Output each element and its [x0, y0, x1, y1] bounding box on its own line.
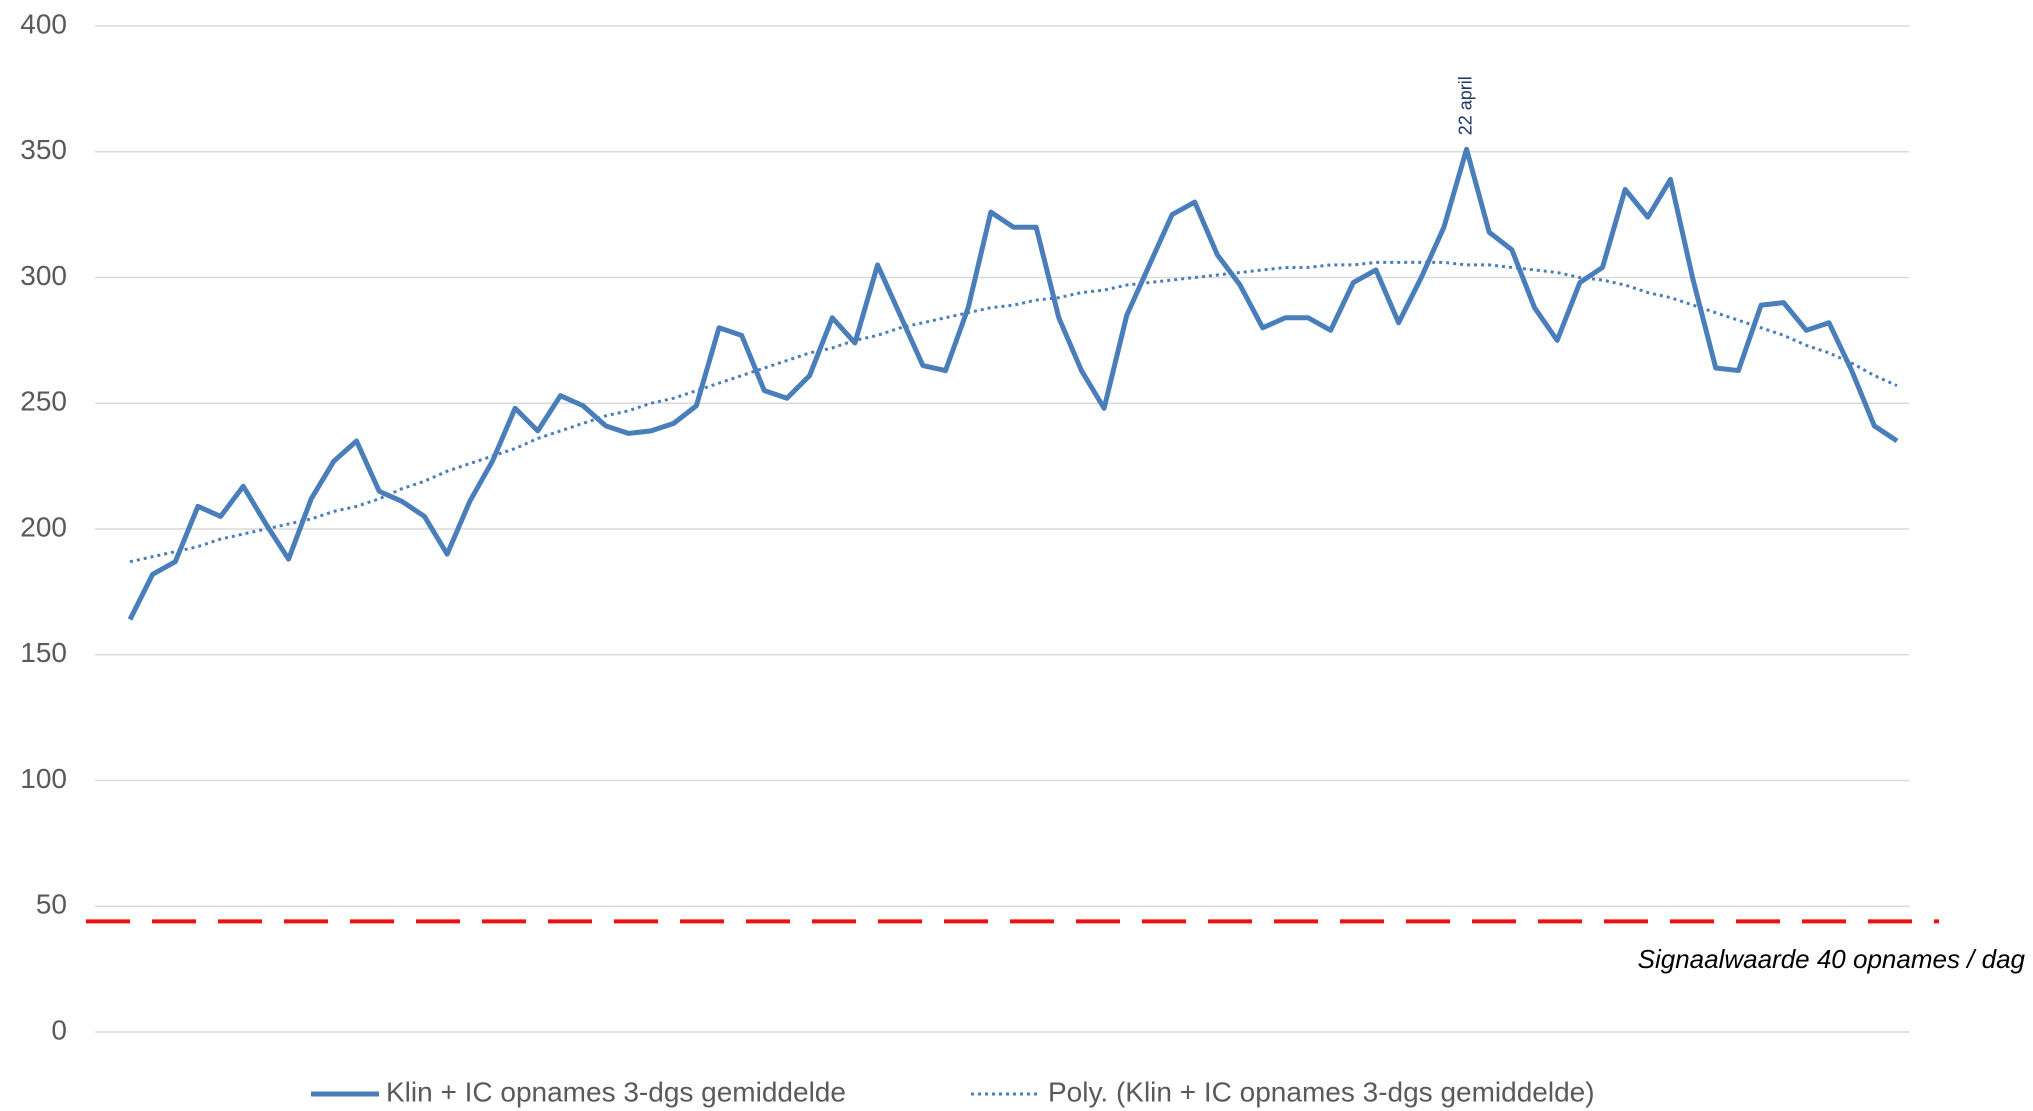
data-line: [127, 146, 1899, 621]
y-tick-label: 350: [20, 134, 67, 165]
legend-label: Poly. (Klin + IC opnames 3-dgs gemiddeld…: [1048, 1076, 1595, 1107]
y-tick-label: 400: [20, 8, 67, 39]
y-tick-label: 200: [20, 511, 67, 542]
y-tick-label: 250: [20, 386, 67, 417]
reference-label: Signaalwaarde 40 opnames / dag: [1638, 944, 2026, 974]
y-tick-label: 50: [36, 889, 67, 920]
y-tick-label: 150: [20, 637, 67, 668]
y-tick-label: 0: [51, 1014, 67, 1045]
y-tick-label: 300: [20, 260, 67, 291]
annotation: 22 april: [1455, 76, 1475, 135]
trend-line: [129, 260, 1898, 564]
y-tick-label: 100: [20, 763, 67, 794]
legend-label: Klin + IC opnames 3-dgs gemiddelde: [386, 1076, 846, 1107]
